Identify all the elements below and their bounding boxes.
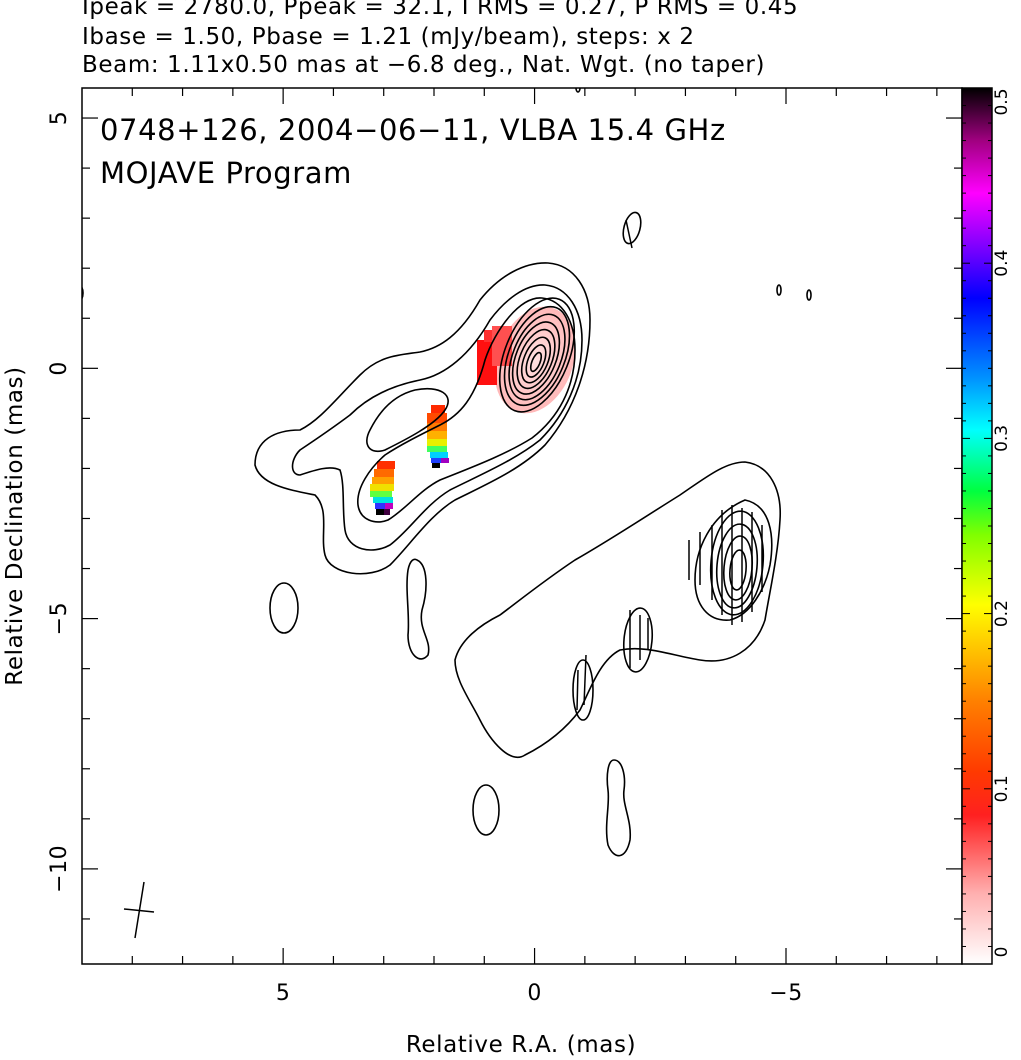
y-tick-labels: 5 0 −5 −10 (47, 111, 72, 893)
x-tick-label: 0 (527, 981, 542, 1006)
polarization-region-jet-inner (427, 405, 449, 468)
plot-title-program: MOJAVE Program (100, 156, 352, 190)
colorbar-tick-label: 0.2 (992, 600, 1012, 627)
colorbar-tick-label: 0.4 (992, 250, 1012, 277)
axis-ticks (82, 88, 962, 964)
colorbar-tick-label: 0.1 (992, 775, 1012, 802)
x-tick-label: −5 (769, 981, 802, 1006)
polarization-region-jet-outer (370, 461, 395, 515)
colorbar-tick-labels: 0 0.1 0.2 0.3 0.4 0.5 (992, 88, 1012, 957)
intensity-contours (82, 88, 812, 857)
y-tick-label: 0 (47, 361, 72, 376)
colorbar-tick-label: 0 (992, 947, 1012, 958)
colorbar-tick-label: 0.5 (992, 88, 1012, 115)
plot-title-source: 0748+126, 2004−06−11, VLBA 15.4 GHz (100, 113, 726, 147)
plot-frame (81, 87, 963, 965)
colorbar-ticks (962, 87, 992, 965)
header-line-beam: Beam: 1.11x0.50 mas at −6.8 deg., Nat. W… (82, 52, 765, 78)
plot-area (82, 88, 812, 939)
y-tick-label: 5 (47, 111, 72, 126)
colorbar-gradient (962, 88, 992, 964)
header-line-peaks: Ipeak = 2780.0, Ppeak = 32.1, I RMS = 0.… (82, 0, 798, 20)
colorbar-tick-label: 0.3 (992, 425, 1012, 452)
x-tick-labels: 5 0 −5 (276, 981, 802, 1006)
x-axis-label: Relative R.A. (mas) (406, 1032, 636, 1058)
y-axis-label: Relative Declination (mas) (2, 366, 28, 685)
evpa-vectors (576, 219, 763, 711)
header-line-base: Ibase = 1.50, Pbase = 1.21 (mJy/beam), s… (82, 24, 695, 50)
beam-marker (123, 881, 155, 939)
y-tick-label: −10 (47, 845, 72, 893)
x-tick-label: 5 (276, 981, 291, 1006)
y-tick-label: −5 (47, 602, 72, 635)
